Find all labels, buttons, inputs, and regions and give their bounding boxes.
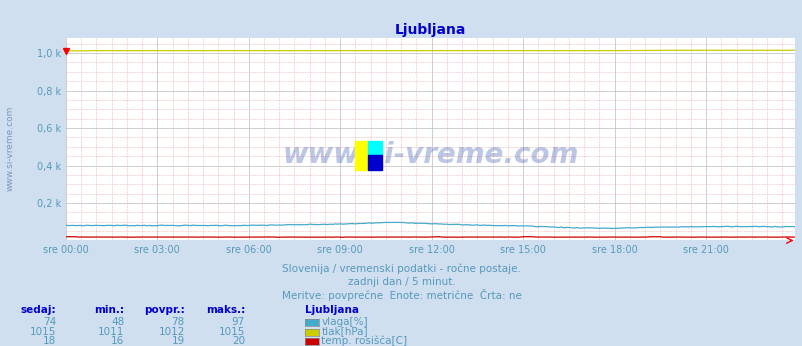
Text: 20: 20	[232, 336, 245, 346]
Text: 48: 48	[111, 317, 124, 327]
Text: www.si-vreme.com: www.si-vreme.com	[282, 142, 578, 170]
FancyBboxPatch shape	[368, 141, 381, 155]
Text: tlak[hPa]: tlak[hPa]	[321, 327, 367, 337]
Text: sedaj:: sedaj:	[21, 305, 56, 315]
Text: povpr.:: povpr.:	[144, 305, 184, 315]
Text: 78: 78	[171, 317, 184, 327]
Text: 1015: 1015	[30, 327, 56, 337]
FancyBboxPatch shape	[368, 155, 381, 170]
Text: 18: 18	[43, 336, 56, 346]
FancyBboxPatch shape	[354, 141, 368, 170]
Text: Ljubljana: Ljubljana	[305, 305, 358, 315]
Text: 19: 19	[171, 336, 184, 346]
Text: temp. rosišča[C]: temp. rosišča[C]	[321, 336, 407, 346]
Text: Slovenija / vremenski podatki - ročne postaje.: Slovenija / vremenski podatki - ročne po…	[282, 263, 520, 274]
Title: Ljubljana: Ljubljana	[395, 23, 465, 37]
Text: 16: 16	[111, 336, 124, 346]
Text: vlaga[%]: vlaga[%]	[321, 317, 367, 327]
Text: www.si-vreme.com: www.si-vreme.com	[5, 106, 14, 191]
Text: 1011: 1011	[98, 327, 124, 337]
Text: Meritve: povprečne  Enote: metrične  Črta: ne: Meritve: povprečne Enote: metrične Črta:…	[282, 289, 520, 301]
Text: min.:: min.:	[95, 305, 124, 315]
Text: 1012: 1012	[158, 327, 184, 337]
Text: 1015: 1015	[218, 327, 245, 337]
Text: zadnji dan / 5 minut.: zadnji dan / 5 minut.	[347, 277, 455, 288]
Text: maks.:: maks.:	[205, 305, 245, 315]
Text: 97: 97	[231, 317, 245, 327]
Text: 74: 74	[43, 317, 56, 327]
